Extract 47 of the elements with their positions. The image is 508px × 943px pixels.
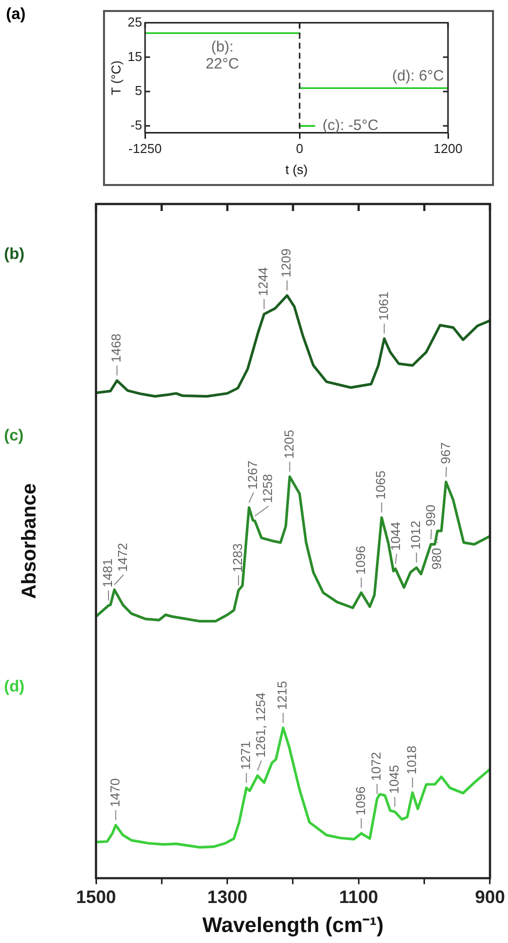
annotation: 1044 bbox=[388, 522, 404, 551]
x-tick-label: 900 bbox=[474, 886, 506, 907]
y-tick-label: 5 bbox=[134, 83, 142, 98]
x-tick-label: 1200 bbox=[434, 141, 462, 156]
annotation: 1481 bbox=[100, 558, 116, 588]
annotation: 1209 bbox=[278, 248, 294, 278]
x-tick-label: 1300 bbox=[207, 886, 248, 907]
annotation: 1283 bbox=[230, 543, 246, 572]
annotation: 1267 bbox=[245, 460, 260, 490]
annotation: 1096 bbox=[352, 786, 368, 816]
annotation: 1215 bbox=[274, 680, 290, 710]
annotation: 1018 bbox=[404, 746, 420, 775]
text: (d) bbox=[4, 678, 24, 696]
annotation: 1244 bbox=[256, 267, 271, 296]
series-label: (b): 22°C bbox=[206, 38, 240, 72]
annotation: 1061 bbox=[376, 292, 391, 321]
annotation: 1096 bbox=[352, 546, 368, 575]
annotation: 990 bbox=[423, 504, 438, 526]
x-tick-label: 1500 bbox=[76, 886, 116, 907]
annotation: 1012 bbox=[408, 520, 424, 550]
text: (c) bbox=[4, 427, 24, 444]
y-tick-label: 15 bbox=[128, 48, 142, 64]
annotation: 1472 bbox=[115, 542, 130, 572]
y-axis-title: Absorbance bbox=[18, 483, 41, 599]
x-axis-title: t (s) bbox=[285, 162, 308, 177]
text: (a) bbox=[6, 6, 26, 24]
x-tick-label: 0 bbox=[296, 141, 304, 156]
annotation: 980 bbox=[429, 548, 444, 570]
annotation: 1470 bbox=[107, 778, 122, 808]
x-tick-label: -1250 bbox=[128, 141, 162, 156]
x-tick-label: 1100 bbox=[339, 886, 378, 907]
annotation: 1072 bbox=[368, 752, 384, 781]
annotation: 1205 bbox=[281, 430, 296, 459]
annotation: 967 bbox=[438, 442, 454, 464]
series-label: (d): 6°C bbox=[392, 67, 444, 84]
annotation: 1468 bbox=[108, 334, 124, 363]
annotation: 1261, 1254 bbox=[252, 692, 268, 758]
series-label: (c): -5°C bbox=[322, 117, 379, 134]
y-tick-label: 25 bbox=[128, 14, 142, 30]
annotation: 1271 bbox=[238, 740, 253, 770]
annotation: 1258 bbox=[260, 474, 276, 503]
y-tick-label: -5 bbox=[130, 118, 142, 133]
text: (b) bbox=[4, 246, 24, 264]
x-axis-title: Wavelength (cm⁻¹) bbox=[202, 914, 384, 938]
annotation: 1045 bbox=[386, 764, 402, 794]
annotation: 1065 bbox=[373, 470, 388, 500]
y-axis-title: T (°C) bbox=[108, 60, 124, 96]
